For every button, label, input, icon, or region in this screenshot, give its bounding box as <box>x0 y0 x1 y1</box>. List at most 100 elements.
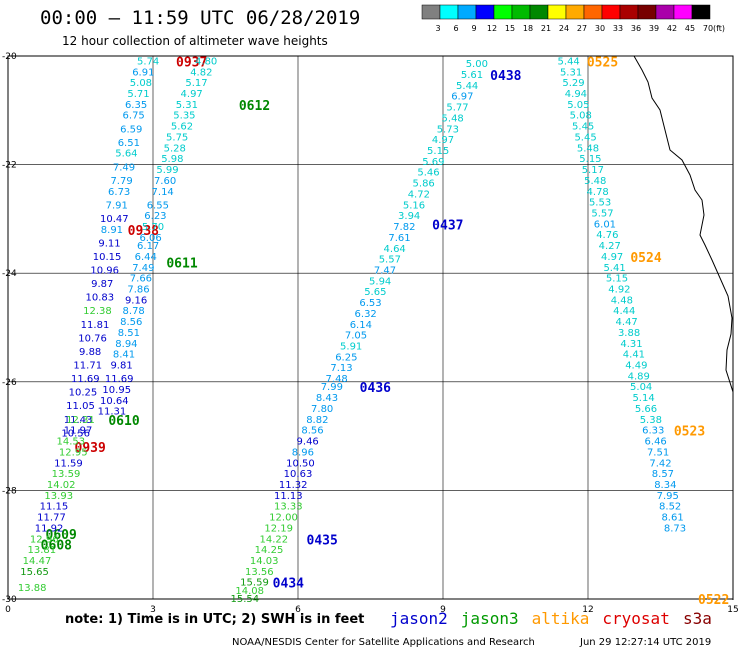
colorbar-swatch <box>475 4 495 20</box>
colorbar-unit: (ft) <box>713 24 725 33</box>
swh-value: 10.64 <box>100 396 129 407</box>
swh-value: 5.04 <box>630 382 652 393</box>
swh-value: 13.56 <box>245 567 274 578</box>
swh-value: 5.65 <box>364 287 386 298</box>
colorbar-label: 6 <box>453 24 458 33</box>
x-tick-label: 3 <box>150 605 156 615</box>
legend-altika: altika <box>532 609 590 628</box>
swh-value: 11.71 <box>73 361 102 372</box>
pass-time-label: 0609 <box>46 528 77 543</box>
swh-value: 4.49 <box>625 361 647 372</box>
swh-value: 6.53 <box>359 298 381 309</box>
swh-value: 5.15 <box>579 154 601 165</box>
swh-value: 5.94 <box>369 276 391 287</box>
swh-value: 4.92 <box>608 284 630 295</box>
swh-value: 6.97 <box>451 92 473 103</box>
swh-value: 5.45 <box>572 122 594 133</box>
swh-value: 4.48 <box>611 295 633 306</box>
swh-value: 5.17 <box>185 78 207 89</box>
swh-value: 7.99 <box>321 382 343 393</box>
x-tick-label: 15 <box>727 605 738 615</box>
swh-value: 12.19 <box>264 523 293 534</box>
swh-value: 7.66 <box>130 274 152 285</box>
swh-value: 5.48 <box>584 176 606 187</box>
swh-value: 4.80 <box>195 56 217 67</box>
x-tick-label: 12 <box>582 605 593 615</box>
colorbar: 3 6 9 12 15 18 21 24 27 30 33 36 39 42 45 70 (ft) <box>421 4 725 33</box>
swh-value: 9.88 <box>79 347 101 358</box>
swh-value: 14.22 <box>260 534 289 545</box>
swh-value: 7.14 <box>152 187 174 198</box>
swh-value: 11.69 <box>105 374 134 385</box>
swh-value: 5.64 <box>115 149 137 160</box>
swh-value: 9.16 <box>125 295 147 306</box>
x-tick-label: 0 <box>5 605 11 615</box>
swh-value: 13.81 <box>28 545 57 556</box>
colorbar-label: 70 <box>703 24 713 33</box>
pass-time-label: 0610 <box>108 414 139 429</box>
swh-value: 5.48 <box>442 113 464 124</box>
pass-time-label: 0612 <box>239 99 270 114</box>
swh-value: 5.73 <box>437 124 459 135</box>
colorbar-swatch <box>619 4 639 20</box>
colorbar-swatch <box>673 4 693 20</box>
pass-time-label: 0611 <box>166 256 197 271</box>
y-tick-label: -28 <box>2 486 17 496</box>
swh-value: 5.28 <box>164 143 186 154</box>
swh-value: 15.65 <box>20 567 49 578</box>
swh-value: 12.96 <box>30 534 59 545</box>
swh-value: 5.05 <box>567 100 589 111</box>
swh-value: 11.31 <box>98 407 127 418</box>
swh-value: 5.91 <box>340 342 362 353</box>
swh-value: 7.51 <box>647 447 669 458</box>
pass-time-label: 0437 <box>432 218 463 233</box>
swh-value: 9.46 <box>297 437 319 448</box>
swh-value: 6.75 <box>123 111 145 122</box>
swh-value: 10.15 <box>93 252 122 263</box>
swh-value: 6.35 <box>125 100 147 111</box>
swh-value: 8.96 <box>292 447 314 458</box>
footer-note: note: 1) Time is in UTC; 2) SWH is in fe… <box>65 612 364 627</box>
swh-value: 5.44 <box>558 56 580 67</box>
swh-value: 7.91 <box>106 200 128 211</box>
swh-value: 7.48 <box>326 374 348 385</box>
pass-time-label: 0436 <box>360 381 391 396</box>
swh-value: 4.64 <box>384 244 406 255</box>
axis-ticks: 0 3 6 9 12 15 -20 -22 -24 -26 -28 -30 <box>2 52 739 615</box>
pass-time-label: 0938 <box>128 224 159 239</box>
swh-value: 11.59 <box>54 458 83 469</box>
chart-subtitle: 12 hour collection of altimeter wave hei… <box>62 34 328 48</box>
swh-value: 13.93 <box>44 491 73 502</box>
swh-value: 5.66 <box>635 404 657 415</box>
satellite-legend: jason2 jason3 altika cryosat s3a <box>390 609 712 628</box>
y-tick-label: -24 <box>2 269 17 279</box>
swh-value: 13.88 <box>18 583 47 594</box>
pass-time-label: 0438 <box>490 69 521 84</box>
x-tick-label: 9 <box>440 605 446 615</box>
swh-value: 6.46 <box>645 437 667 448</box>
swh-value: 6.17 <box>137 241 159 252</box>
swh-value: 8.56 <box>301 426 323 437</box>
swh-value: 4.97 <box>181 89 203 100</box>
swh-value: 10.25 <box>69 388 98 399</box>
swh-value: 6.51 <box>118 138 140 149</box>
swh-value: 7.49 <box>113 162 135 173</box>
swh-value: 8.56 <box>120 317 142 328</box>
y-tick-label: -30 <box>2 595 17 605</box>
swh-value: 14.03 <box>250 556 279 567</box>
swh-value: 7.60 <box>154 176 176 187</box>
colorbar-swatch <box>583 4 603 20</box>
colorbar-swatch <box>421 4 441 20</box>
colorbar-label: 39 <box>649 24 659 33</box>
colorbar-label: 36 <box>631 24 641 33</box>
legend-cryosat: cryosat <box>602 609 669 628</box>
swh-value: 8.51 <box>118 328 140 339</box>
swh-value: 11.77 <box>37 513 66 524</box>
coastline <box>633 55 734 600</box>
swh-value: 7.61 <box>388 233 410 244</box>
colorbar-label: 3 <box>435 24 440 33</box>
swh-value: 10.56 <box>61 428 90 439</box>
swh-value: 8.34 <box>654 480 676 491</box>
swh-value: 11.81 <box>81 320 110 331</box>
